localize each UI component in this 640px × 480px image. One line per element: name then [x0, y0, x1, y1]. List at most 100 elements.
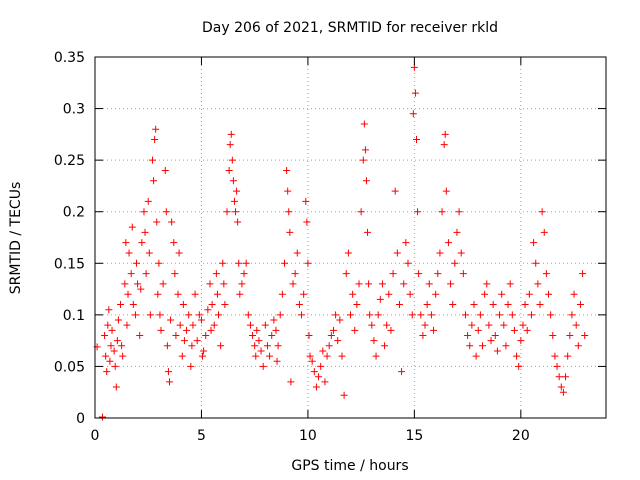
- data-point: [572, 321, 580, 329]
- data-point: [312, 383, 320, 391]
- data-point: [500, 321, 508, 329]
- data-point: [570, 290, 578, 298]
- data-point: [481, 290, 489, 298]
- data-point: [414, 208, 422, 216]
- data-point: [525, 290, 533, 298]
- data-point: [579, 270, 587, 278]
- data-point: [166, 378, 174, 386]
- data-point: [206, 280, 214, 288]
- data-point: [159, 280, 167, 288]
- data-point: [162, 208, 170, 216]
- data-point: [513, 352, 521, 360]
- data-point: [502, 342, 510, 350]
- data-point: [219, 259, 227, 267]
- data-point: [167, 316, 175, 324]
- y-tick-label: 0.15: [54, 256, 85, 272]
- data-point: [220, 280, 228, 288]
- y-tick-label: 0.1: [63, 308, 85, 324]
- data-point: [329, 326, 337, 334]
- data-point: [421, 321, 429, 329]
- data-point: [213, 290, 221, 298]
- data-point: [303, 218, 311, 226]
- data-point: [212, 270, 220, 278]
- data-point: [180, 337, 188, 345]
- data-point: [451, 259, 459, 267]
- data-point: [381, 342, 389, 350]
- data-point: [253, 326, 261, 334]
- data-point: [409, 110, 417, 118]
- data-point: [172, 331, 180, 339]
- data-point: [280, 259, 288, 267]
- data-point: [361, 146, 369, 154]
- data-point: [119, 352, 127, 360]
- data-point: [336, 316, 344, 324]
- data-point: [148, 156, 156, 164]
- data-point: [204, 306, 212, 314]
- data-point: [532, 259, 540, 267]
- data-point: [193, 337, 201, 345]
- data-point: [359, 156, 367, 164]
- data-point: [284, 187, 292, 195]
- data-point: [234, 218, 242, 226]
- data-point: [214, 311, 222, 319]
- data-point: [470, 301, 478, 309]
- data-point: [112, 383, 120, 391]
- data-point: [385, 290, 393, 298]
- data-point: [223, 208, 231, 216]
- data-point: [368, 321, 376, 329]
- data-point: [236, 290, 244, 298]
- data-point: [131, 311, 139, 319]
- data-point: [574, 342, 582, 350]
- data-point: [393, 249, 401, 257]
- data-point: [140, 208, 148, 216]
- data-point: [449, 301, 457, 309]
- data-point: [562, 373, 570, 381]
- y-tick-label: 0.05: [54, 359, 85, 375]
- data-point: [122, 239, 130, 247]
- data-point: [357, 208, 365, 216]
- data-point: [387, 326, 395, 334]
- data-point: [347, 311, 354, 319]
- data-point: [523, 326, 531, 334]
- data-point: [285, 208, 293, 216]
- data-point: [144, 197, 152, 205]
- data-point: [257, 347, 265, 355]
- data-point: [266, 352, 274, 360]
- data-point: [230, 197, 238, 205]
- data-point: [145, 249, 153, 257]
- data-point: [255, 337, 263, 345]
- data-point: [508, 311, 516, 319]
- data-point: [171, 270, 179, 278]
- x-tick-label: 20: [512, 428, 530, 444]
- data-point: [372, 352, 380, 360]
- data-point: [286, 228, 294, 236]
- data-point: [102, 352, 110, 360]
- data-point: [110, 347, 118, 355]
- data-point: [534, 280, 542, 288]
- data-point: [240, 270, 248, 278]
- data-point: [233, 187, 241, 195]
- data-point: [327, 331, 335, 339]
- data-point: [272, 326, 280, 334]
- data-point: [164, 368, 172, 376]
- data-point: [252, 352, 260, 360]
- data-point: [517, 337, 525, 345]
- data-point: [442, 187, 450, 195]
- data-point: [559, 388, 567, 396]
- data-point: [200, 347, 208, 355]
- data-point: [242, 259, 250, 267]
- data-point: [133, 259, 141, 267]
- data-point: [370, 337, 378, 345]
- data-point: [227, 130, 235, 138]
- data-point: [406, 290, 414, 298]
- data-point: [376, 295, 384, 303]
- data-point: [355, 280, 363, 288]
- data-point: [527, 311, 535, 319]
- data-point: [547, 311, 555, 319]
- data-point: [349, 290, 357, 298]
- data-point: [249, 331, 257, 339]
- data-point: [118, 342, 126, 350]
- data-point: [300, 290, 308, 298]
- data-point: [423, 301, 431, 309]
- data-point: [493, 347, 501, 355]
